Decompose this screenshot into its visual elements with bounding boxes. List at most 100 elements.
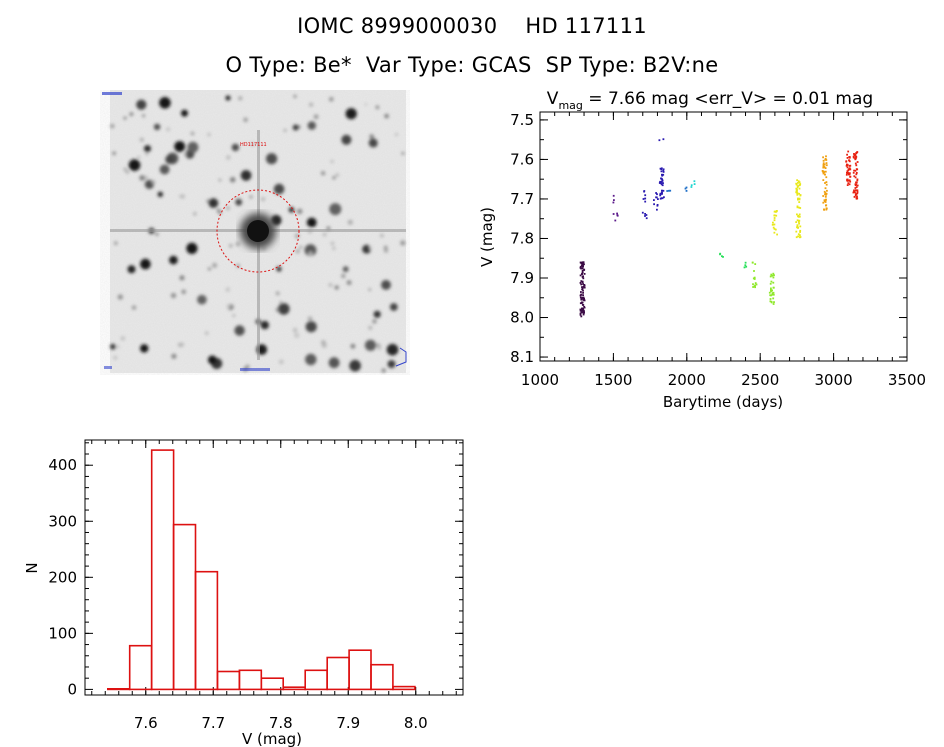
target-core	[247, 220, 269, 242]
field-star	[364, 103, 368, 106]
light-curve-point	[825, 208, 828, 211]
light-curve-point	[795, 187, 798, 190]
field-star	[322, 232, 327, 237]
field-star	[113, 355, 118, 360]
light-curve-point	[659, 193, 662, 196]
field-star	[347, 219, 353, 225]
light-curve-point	[745, 265, 748, 268]
light-curve-point	[582, 309, 585, 312]
field-star	[125, 170, 130, 174]
field-star	[190, 131, 195, 136]
field-star	[329, 203, 342, 216]
light-curve-point	[775, 214, 778, 217]
light-curve-point	[796, 224, 799, 227]
field-star	[305, 353, 317, 366]
field-star	[186, 242, 198, 254]
field-star	[273, 183, 285, 195]
light-curve-point	[824, 173, 826, 176]
histogram-bar	[128, 644, 153, 691]
field-star	[321, 342, 327, 348]
field-star	[187, 141, 199, 153]
y-tick-label: 7.7	[510, 190, 534, 208]
light-curve-point	[853, 175, 856, 178]
field-star	[305, 321, 317, 333]
light-curve-point	[773, 228, 776, 230]
light-curve-point	[823, 190, 826, 193]
field-star	[307, 316, 313, 322]
light-curve-point	[825, 183, 828, 186]
field-star	[279, 359, 284, 365]
light-curve-point	[661, 189, 663, 192]
light-curve-point	[661, 173, 663, 176]
light-curve-point	[581, 267, 584, 270]
light-curve-point	[856, 195, 858, 198]
light-curve-point	[772, 303, 775, 305]
light-curve-point	[799, 229, 802, 232]
field-star	[212, 262, 218, 268]
hist-x-tick-label: 7.6	[134, 714, 158, 732]
field-star	[181, 289, 186, 294]
light-curve-point	[669, 189, 672, 192]
histogram-bar	[107, 687, 131, 691]
light-curve-point	[846, 184, 849, 186]
hist-y-tick-label: 100	[48, 624, 77, 642]
light-curve-point	[854, 189, 857, 192]
field-star	[377, 345, 382, 350]
histogram-xlabel: V (mag)	[242, 730, 302, 747]
light-curve-point	[848, 159, 850, 162]
field-star	[183, 152, 187, 156]
light-curve-point	[656, 208, 658, 211]
light-curve-point	[753, 270, 755, 272]
light-curve-point	[583, 269, 585, 271]
light-curve-point	[753, 276, 756, 279]
light-curve-point	[693, 180, 696, 183]
light-curve-point	[770, 300, 773, 303]
hist-x-tick-label: 7.7	[201, 714, 225, 732]
light-curve-point	[772, 297, 775, 300]
field-star	[140, 344, 149, 353]
field-star	[218, 211, 222, 215]
light-curve-point	[660, 167, 663, 170]
light-curve-point	[744, 264, 747, 267]
light-curve-point	[796, 206, 799, 209]
light-curve-point	[799, 183, 802, 185]
light-curve-point	[855, 168, 858, 170]
light-curve-point	[769, 298, 772, 300]
light-curve-point	[580, 293, 582, 296]
light-curve-point	[854, 193, 857, 196]
field-star	[368, 325, 373, 330]
field-star	[294, 332, 300, 338]
light-curve-point	[661, 197, 664, 200]
header-line-1: IOMC 8999000030 HD 117111	[0, 14, 944, 38]
light-curve-point	[822, 195, 825, 197]
light-curve-point	[824, 167, 827, 169]
light-curve-point	[776, 210, 778, 212]
light-curve-point	[613, 199, 615, 201]
light-curve-point	[580, 298, 583, 301]
light-curve-point	[770, 294, 772, 297]
field-stars	[110, 94, 406, 373]
light-curve-point	[856, 161, 859, 163]
light-curve-point	[773, 214, 776, 217]
x-tick-label: 3000	[815, 371, 853, 389]
light-curve-point	[798, 181, 801, 184]
light-curve-point	[798, 213, 801, 216]
field-star	[159, 97, 171, 109]
compass-mark	[395, 347, 407, 367]
field-star	[249, 195, 253, 199]
light-curve-point	[846, 170, 849, 173]
field-star	[171, 353, 177, 359]
light-curve-point	[581, 280, 584, 283]
field-star	[238, 96, 243, 101]
light-curve-point	[824, 200, 827, 203]
field-star	[384, 113, 389, 119]
light-curve-point	[770, 290, 772, 293]
light-curve-point	[744, 261, 747, 264]
light-curve-point	[772, 286, 775, 289]
aperture-circle	[216, 189, 300, 273]
light-curve-point	[854, 169, 857, 172]
light-curve-point	[854, 194, 857, 197]
light-curve-point	[752, 283, 754, 286]
light-curve-point	[856, 184, 859, 187]
light-curve-point	[644, 200, 647, 203]
